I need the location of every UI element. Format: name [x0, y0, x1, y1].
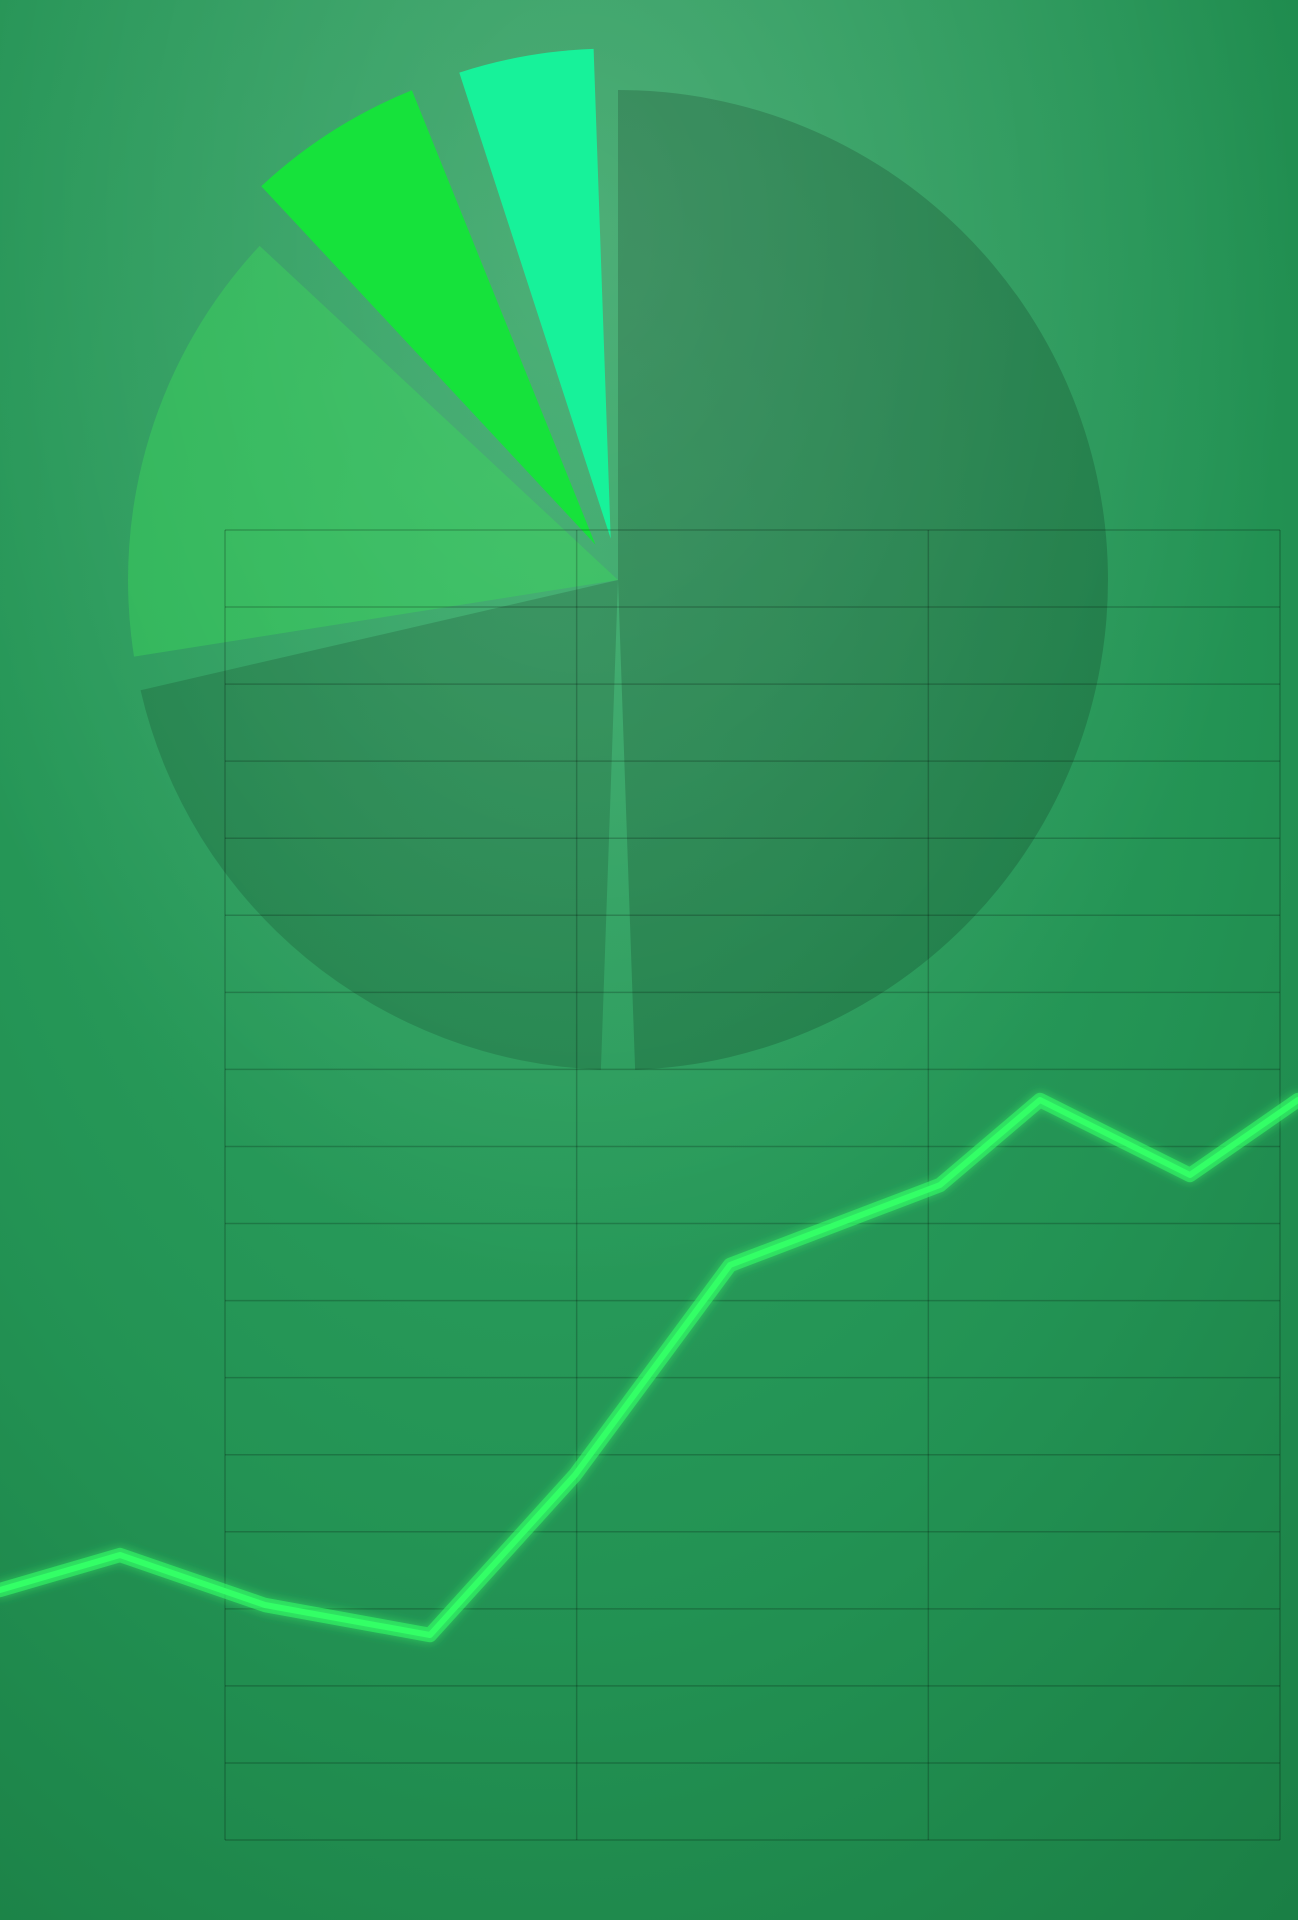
background [0, 0, 1298, 1920]
chart-canvas [0, 0, 1298, 1920]
